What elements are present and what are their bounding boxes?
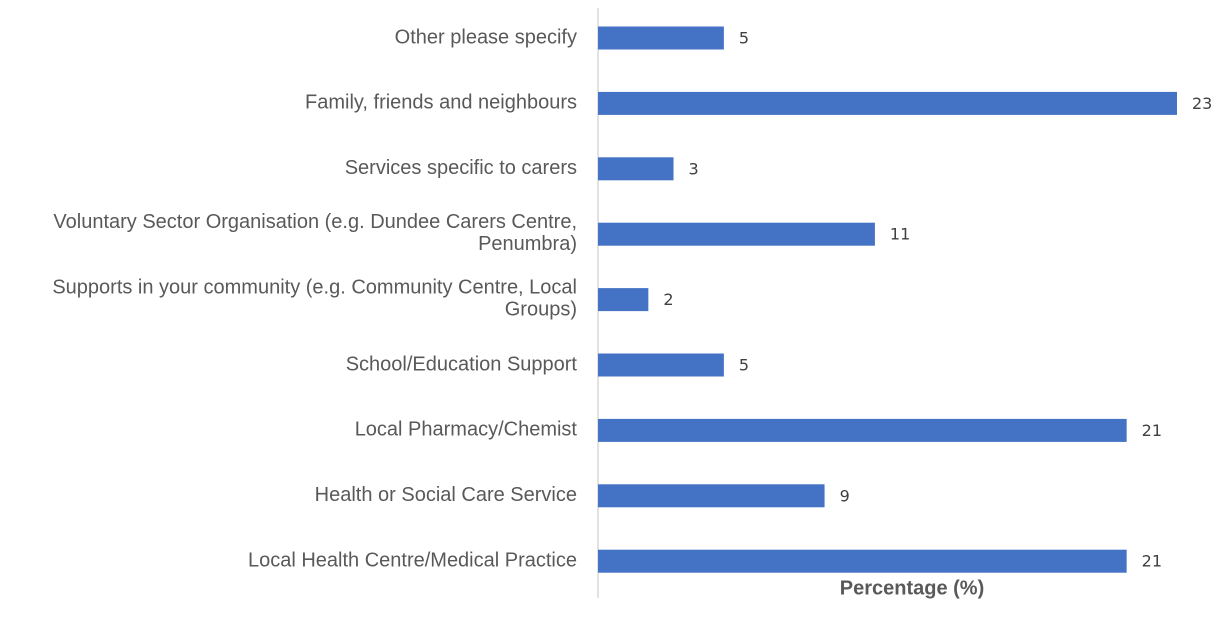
data-label: 3	[689, 159, 699, 178]
bar	[598, 549, 1127, 573]
data-label: 9	[840, 486, 850, 505]
data-label: 2	[663, 290, 673, 309]
bar	[598, 418, 1127, 442]
y-tick-label: Health or Social Care Service	[315, 484, 577, 506]
bar	[598, 353, 724, 377]
data-label: 11	[890, 225, 910, 244]
y-tick-label: Supports in your community (e.g. Communi…	[52, 277, 577, 321]
data-label: 5	[739, 29, 749, 48]
y-tick-label: Family, friends and neighbours	[305, 92, 577, 114]
bar	[598, 484, 825, 508]
bar	[598, 26, 724, 50]
bar	[598, 157, 674, 181]
y-tick-label: Voluntary Sector Organisation (e.g. Dund…	[53, 211, 577, 255]
y-tick-label: Local Health Centre/Medical Practice	[248, 549, 577, 571]
y-tick-label: Services specific to carers	[345, 157, 577, 179]
data-label: 5	[739, 356, 749, 375]
bar	[598, 288, 649, 312]
y-tick-label: Other please specify	[395, 26, 577, 48]
data-label: 21	[1142, 552, 1162, 571]
x-axis-title: Percentage (%)	[840, 577, 985, 599]
bar	[598, 91, 1177, 115]
bar	[598, 222, 875, 246]
data-label: 23	[1192, 94, 1212, 113]
data-label: 21	[1142, 421, 1162, 440]
y-tick-label: Local Pharmacy/Chemist	[355, 419, 578, 441]
y-tick-label: School/Education Support	[346, 353, 578, 375]
